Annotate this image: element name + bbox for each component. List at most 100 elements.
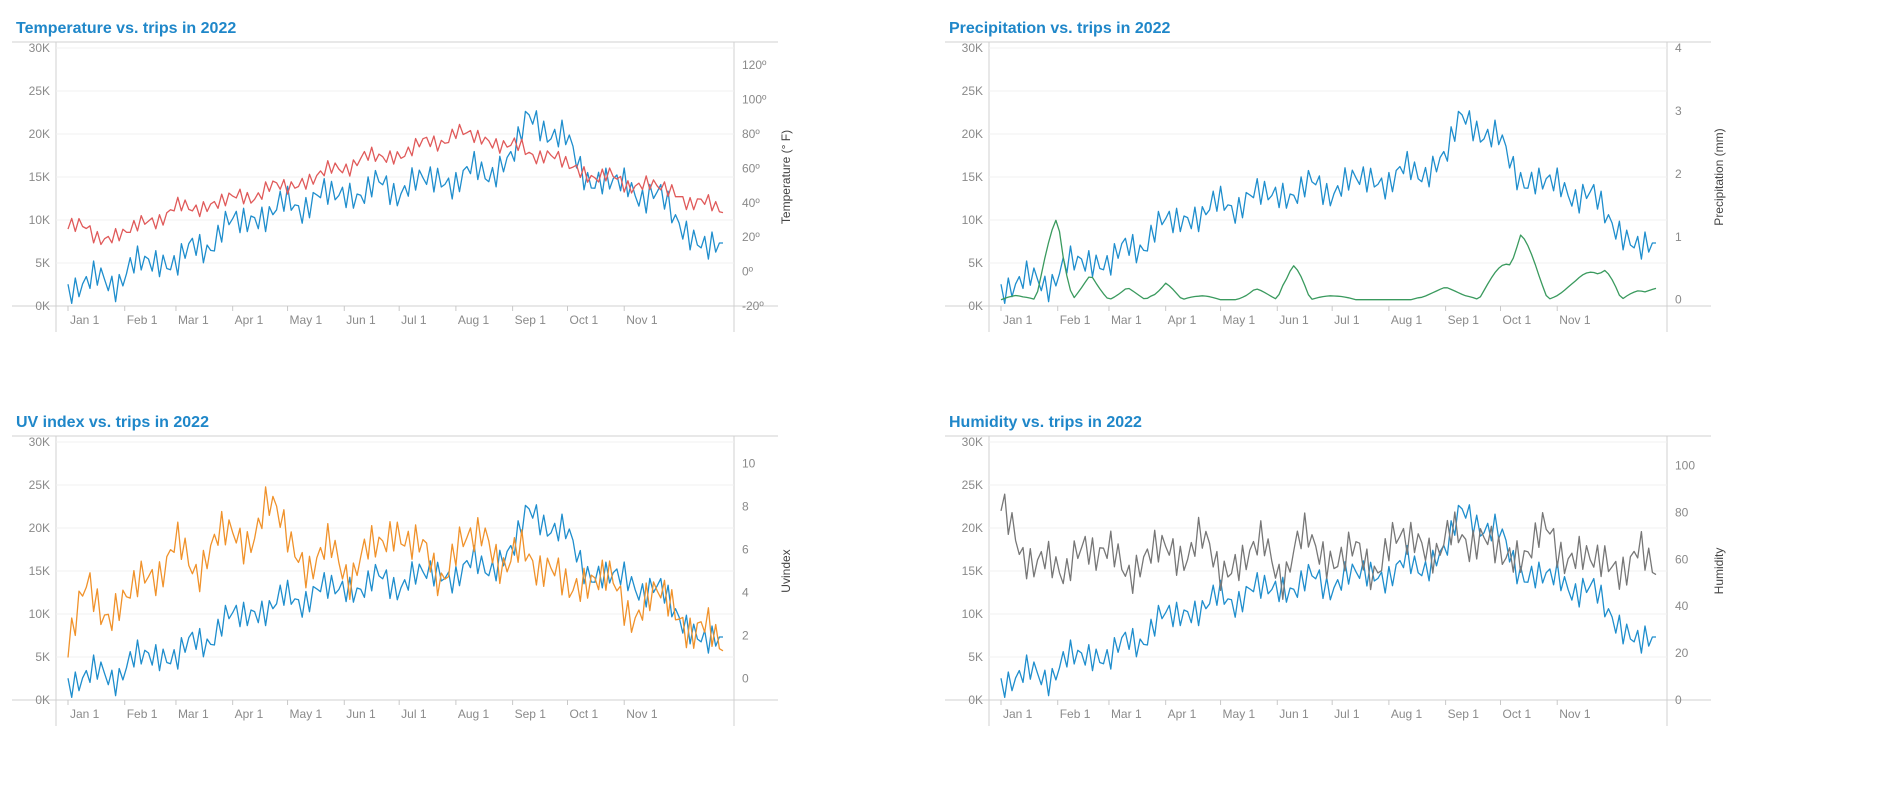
y-left-tick-label: 30K: [29, 435, 50, 449]
y-left-tick-label: 10K: [962, 607, 983, 621]
x-tick-label: May 1: [1223, 707, 1256, 721]
chart-panel-uv-index: UV index vs. trips in 2022 0K 5K 10K 15K 20K…: [12, 410, 942, 795]
chart-title: Humidity vs. trips in 2022: [949, 414, 1142, 431]
y-right-tick-label: -20º: [742, 299, 764, 313]
chart-svg: 0K 5K 10K 15K 20K 25K 30K 0 2 4 6 8 10 Uvindex Jan 1 Fe…: [12, 435, 793, 726]
y-right-axis-title: Humidity: [1712, 548, 1726, 595]
y-left-tick-label: 10K: [962, 213, 983, 227]
x-tick-label: Feb 1: [1060, 707, 1091, 721]
y-right-tick-label: 0: [1675, 293, 1682, 307]
y-left-tick-label: 10K: [29, 607, 50, 621]
y-left-tick-label: 5K: [968, 256, 983, 270]
y-right-axis-title: Temperature (° F): [779, 130, 793, 224]
x-tick-label: Feb 1: [127, 707, 158, 721]
y-right-tick-label: 80º: [742, 127, 760, 141]
x-tick-label: Feb 1: [1060, 313, 1091, 327]
x-tick-label: Mar 1: [1111, 313, 1142, 327]
x-tick-label: Apr 1: [235, 707, 264, 721]
y-left-tick-label: 25K: [962, 84, 983, 98]
x-tick-label: Apr 1: [1168, 313, 1197, 327]
x-tick-label: Jan 1: [1003, 707, 1033, 721]
x-tick-label: Jun 1: [1279, 313, 1309, 327]
y-left-tick-label: 25K: [29, 478, 50, 492]
chart-svg: 0K 5K 10K 15K 20K 25K 30K 0 1 2 3 4 Precipitation (m…: [945, 41, 1726, 332]
x-tick-label: Aug 1: [1391, 707, 1423, 721]
y-right-tick-label: 40º: [742, 196, 760, 210]
y-right-axis-title: Precipitation (mm): [1712, 128, 1726, 225]
y-right-tick-label: 60º: [742, 161, 760, 175]
y-left-tick-label: 5K: [968, 650, 983, 664]
y-right-tick-label: 0: [742, 672, 749, 686]
x-tick-label: Sep 1: [1448, 313, 1480, 327]
y-right-tick-label: 120º: [742, 58, 767, 72]
x-tick-label: Apr 1: [1168, 707, 1197, 721]
x-tick-label: Jun 1: [346, 707, 376, 721]
y-right-tick-label: 1: [1675, 230, 1682, 244]
y-right-tick-label: 60: [1675, 552, 1689, 566]
y-left-tick-label: 10K: [29, 213, 50, 227]
y-right-tick-label: 20º: [742, 230, 760, 244]
x-tick-label: Apr 1: [235, 313, 264, 327]
y-right-tick-label: 8: [742, 500, 749, 514]
y-left-tick-label: 15K: [29, 170, 50, 184]
x-tick-label: Nov 1: [1559, 313, 1591, 327]
y-left-tick-label: 15K: [29, 564, 50, 578]
y-left-tick-label: 30K: [962, 435, 983, 449]
series-line-trips: [1000, 110, 1656, 305]
x-tick-label: Oct 1: [1503, 313, 1532, 327]
x-tick-label: Aug 1: [1391, 313, 1423, 327]
x-tick-label: Jul 1: [1334, 313, 1360, 327]
x-tick-label: May 1: [290, 707, 323, 721]
series-line-metric: [1000, 493, 1657, 600]
chart-svg: 0K 5K 10K 15K 20K 25K 30K -20º 0º 20º 40º 60º 80º 100…: [12, 41, 793, 332]
y-right-tick-label: 6: [742, 543, 749, 557]
y-left-tick-label: 15K: [962, 170, 983, 184]
y-right-axis-title: Uvindex: [779, 549, 793, 592]
x-tick-label: May 1: [290, 313, 323, 327]
x-tick-label: Mar 1: [178, 313, 209, 327]
x-tick-label: Aug 1: [458, 707, 490, 721]
x-tick-label: Sep 1: [515, 313, 547, 327]
series-line-trips: [1000, 504, 1656, 699]
x-tick-label: Nov 1: [626, 707, 658, 721]
y-left-tick-label: 20K: [29, 127, 50, 141]
y-right-tick-label: 0: [1675, 693, 1682, 707]
y-left-tick-label: 20K: [962, 521, 983, 535]
x-tick-label: Aug 1: [458, 313, 490, 327]
x-tick-label: Sep 1: [515, 707, 547, 721]
y-right-tick-label: 100: [1675, 458, 1695, 472]
y-left-tick-label: 30K: [962, 41, 983, 55]
x-tick-label: Oct 1: [1503, 707, 1532, 721]
y-right-tick-label: 0º: [742, 265, 754, 279]
series-line-metric: [67, 123, 724, 246]
y-right-tick-label: 10: [742, 457, 756, 471]
y-right-tick-label: 4: [742, 586, 749, 600]
y-right-tick-label: 2: [742, 629, 749, 643]
x-tick-label: Jul 1: [401, 313, 427, 327]
y-left-tick-label: 5K: [35, 650, 50, 664]
chart-svg: 0K 5K 10K 15K 20K 25K 30K 0 20 40 60 80 100 Humidity J…: [945, 435, 1726, 726]
series-line-metric: [1000, 219, 1657, 301]
x-tick-label: Sep 1: [1448, 707, 1480, 721]
x-tick-label: Oct 1: [570, 707, 599, 721]
x-tick-label: Jul 1: [401, 707, 427, 721]
y-right-tick-label: 3: [1675, 104, 1682, 118]
x-tick-label: Jan 1: [70, 313, 100, 327]
chart-panel-humidity: Humidity vs. trips in 2022 0K 5K 10K 15K 20K…: [945, 410, 1875, 795]
y-right-tick-label: 20: [1675, 646, 1689, 660]
y-left-tick-label: 0K: [968, 693, 983, 707]
y-right-tick-label: 100º: [742, 93, 767, 107]
chart-title: UV index vs. trips in 2022: [16, 414, 209, 431]
y-right-tick-label: 2: [1675, 167, 1682, 181]
y-left-tick-label: 0K: [35, 693, 50, 707]
y-left-tick-label: 0K: [968, 299, 983, 313]
x-tick-label: Jan 1: [1003, 313, 1033, 327]
series-line-trips: [67, 110, 723, 305]
y-left-tick-label: 25K: [962, 478, 983, 492]
x-tick-label: Jan 1: [70, 707, 100, 721]
x-tick-label: Oct 1: [570, 313, 599, 327]
x-tick-label: Feb 1: [127, 313, 158, 327]
chart-panel-precipitation: Precipitation vs. trips in 2022 0K 5K 10K 1…: [945, 16, 1875, 401]
x-tick-label: Mar 1: [178, 707, 209, 721]
y-left-tick-label: 30K: [29, 41, 50, 55]
